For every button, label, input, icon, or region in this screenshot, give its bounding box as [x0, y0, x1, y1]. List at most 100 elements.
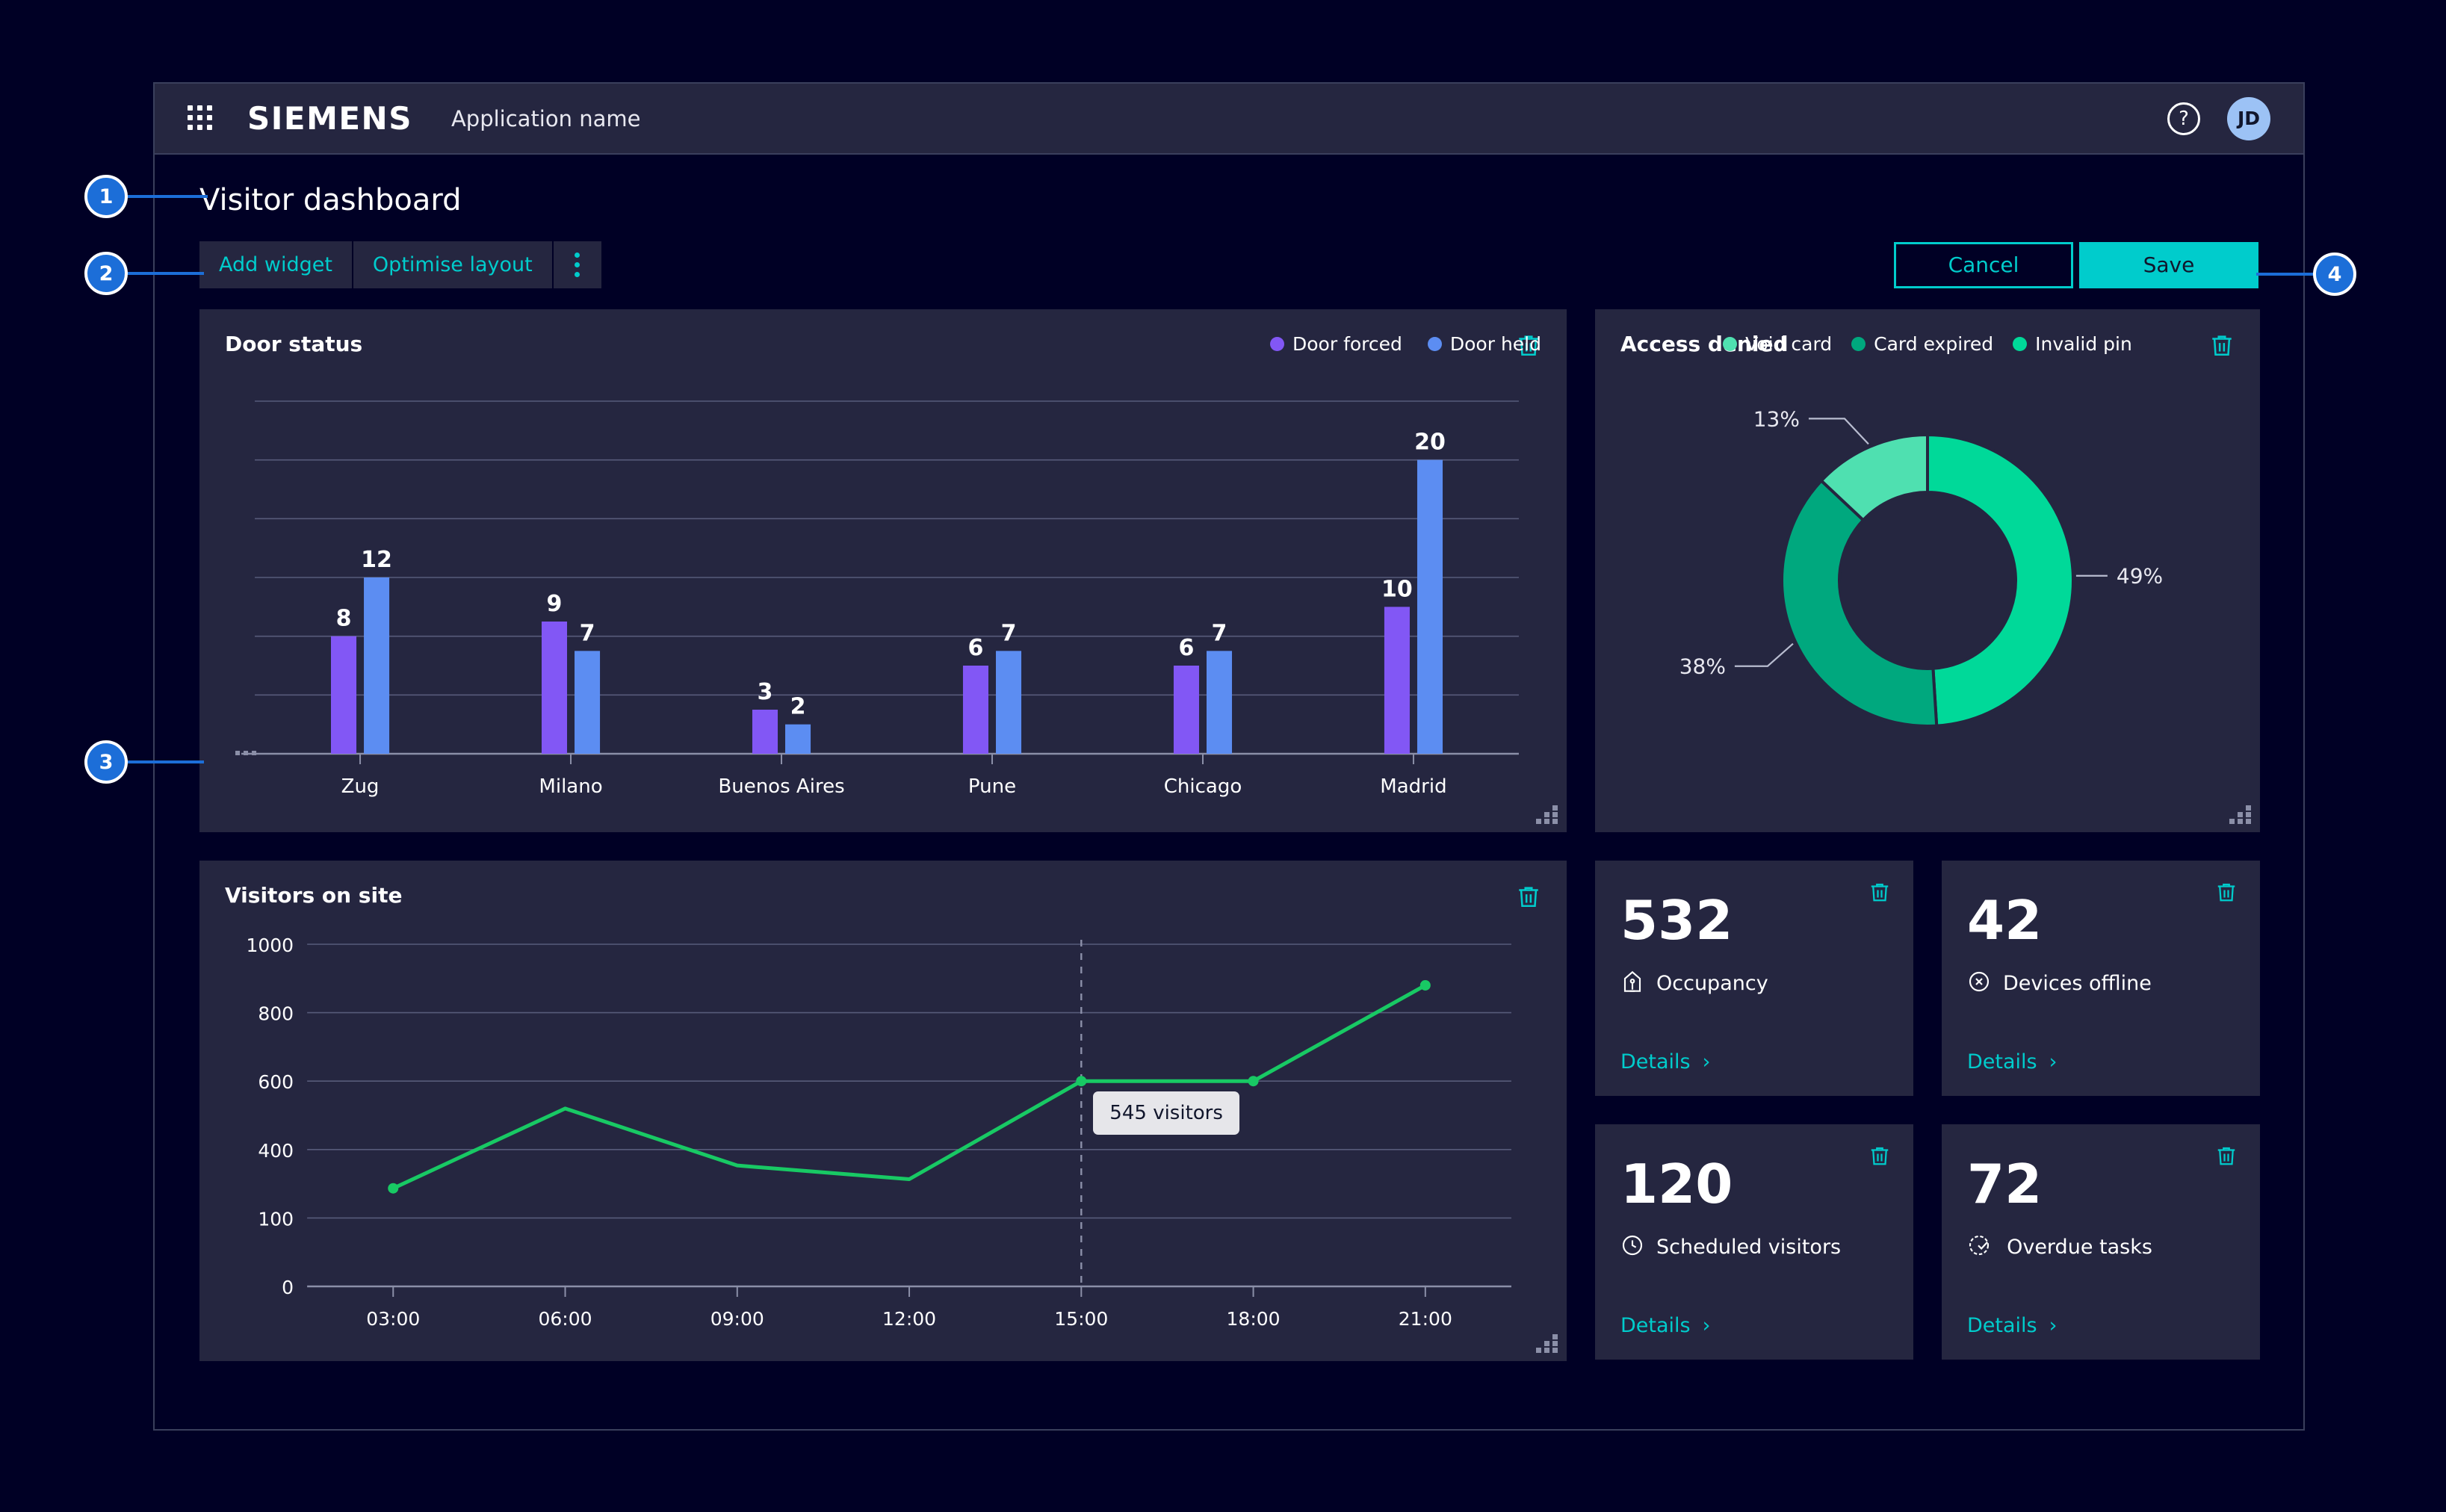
kpi-row-top: 532 Occupancy Details ›: [1595, 861, 2260, 1096]
resize-handle-icon[interactable]: [2229, 805, 2251, 824]
kpi-label-row-scheduled-visitors: Scheduled visitors: [1620, 1233, 1888, 1260]
kpi-scheduled-visitors: 120 Scheduled visitors Details ›: [1595, 1124, 1913, 1360]
right-column: Access denied Void card Card expire: [1595, 309, 2260, 1361]
callout-3: 3: [84, 740, 128, 784]
trash-icon[interactable]: [2209, 332, 2235, 359]
callout-2: 2: [84, 252, 128, 295]
access-denied-title: Access denied: [1620, 332, 1789, 356]
legend-item-card-expired[interactable]: Card expired: [1851, 333, 1993, 355]
resize-handle-icon[interactable]: [1536, 805, 1558, 824]
legend-item-door-held[interactable]: Door held: [1427, 333, 1541, 355]
apps-grid-icon[interactable]: [188, 105, 214, 132]
legend-label-void-card: Void card: [1745, 333, 1833, 355]
kpi-overdue-tasks: 72 Overdue tasks Detail: [1942, 1124, 2260, 1360]
svg-text:10: 10: [1381, 576, 1413, 602]
save-button[interactable]: Save: [2079, 241, 2258, 288]
svg-text:Madrid: Madrid: [1380, 775, 1446, 798]
kpi-devices-offline: 42 Devices offline Details ›: [1942, 861, 2260, 1096]
chevron-right-icon: ›: [2049, 1050, 2058, 1073]
svg-text:6: 6: [1179, 635, 1195, 661]
kebab-dots: [575, 252, 580, 277]
trash-icon[interactable]: [1868, 880, 1894, 907]
cancel-button[interactable]: Cancel: [1894, 241, 2073, 288]
legend-label-invalid-pin: Invalid pin: [2035, 333, 2132, 355]
details-link-devices-offline[interactable]: Details ›: [1967, 1050, 2235, 1073]
kpi-label-occupancy: Occupancy: [1656, 971, 1768, 995]
legend-item-invalid-pin[interactable]: Invalid pin: [2013, 333, 2132, 355]
occupancy-icon: [1620, 970, 1644, 997]
svg-text:3: 3: [758, 679, 773, 705]
more-options-icon[interactable]: [553, 241, 601, 288]
svg-text:7: 7: [580, 620, 595, 646]
details-label: Details: [1967, 1050, 2037, 1073]
svg-text:1000: 1000: [246, 935, 294, 956]
svg-text:400: 400: [258, 1140, 294, 1162]
svg-text:Milano: Milano: [539, 775, 602, 798]
page-title: Visitor dashboard: [199, 183, 462, 217]
kpi-value-scheduled-visitors: 120: [1620, 1153, 1733, 1215]
kpi-label-row-overdue-tasks: Overdue tasks: [1967, 1233, 2235, 1260]
details-link-occupancy[interactable]: Details ›: [1620, 1050, 1888, 1073]
door-status-title: Door status: [225, 332, 363, 356]
left-column: Door status Door forced Door held: [199, 309, 1567, 1361]
clock-icon: [1620, 1233, 1644, 1260]
trash-icon[interactable]: [1516, 883, 1541, 910]
svg-text:2: 2: [790, 694, 806, 720]
svg-text:12:00: 12:00: [882, 1308, 936, 1330]
trash-icon[interactable]: [1516, 332, 1541, 359]
widget-visitors-on-site: Visitors on site 1000 800 600 400 100 0 03:00 0…: [199, 861, 1567, 1361]
kpi-label-scheduled-visitors: Scheduled visitors: [1656, 1235, 1842, 1259]
svg-text:8: 8: [336, 606, 352, 632]
svg-text:100: 100: [258, 1208, 294, 1230]
legend-label-card-expired: Card expired: [1874, 333, 1994, 355]
svg-text:09:00: 09:00: [710, 1308, 764, 1330]
donut-chart-svg: 49% 38% 13%: [1679, 406, 2163, 728]
trash-icon[interactable]: [2215, 1144, 2241, 1171]
device-offline-icon: [1967, 970, 1991, 997]
access-denied-legend: Void card Card expired Invalid pin: [1620, 333, 2235, 355]
svg-text:49%: 49%: [2117, 564, 2163, 589]
toolbar-right-actions: Cancel Save: [1894, 241, 2258, 288]
add-widget-button[interactable]: Add widget: [199, 241, 353, 288]
callout-line-4: [2256, 273, 2323, 276]
access-denied-chart: 49% 38% 13%: [1620, 371, 2235, 812]
chevron-right-icon: ›: [2049, 1314, 2058, 1337]
avatar[interactable]: JD: [2227, 96, 2270, 140]
door-status-legend: Door forced Door held: [225, 333, 1541, 355]
legend-item-void-card[interactable]: Void card: [1723, 333, 1832, 355]
callout-line-3: [126, 760, 204, 763]
svg-text:Zug: Zug: [341, 775, 380, 798]
kpi-row-bottom: 120 Scheduled visitors Details ›: [1595, 1124, 2260, 1360]
kpi-value-occupancy: 532: [1620, 889, 1733, 952]
details-label: Details: [1620, 1314, 1691, 1337]
svg-text:38%: 38%: [1679, 654, 1726, 679]
legend-dot-void-card: [1723, 337, 1738, 351]
svg-text:Pune: Pune: [968, 775, 1016, 798]
legend-label-door-held: Door held: [1449, 333, 1541, 355]
svg-text:12: 12: [361, 547, 392, 573]
svg-text:0: 0: [282, 1277, 294, 1298]
trash-icon[interactable]: [1868, 1144, 1894, 1171]
kpi-occupancy: 532 Occupancy Details ›: [1595, 861, 1913, 1096]
resize-handle-icon[interactable]: [1536, 1334, 1558, 1353]
svg-text:21:00: 21:00: [1399, 1308, 1452, 1330]
callout-line-1: [126, 195, 208, 198]
visitors-header: Visitors on site: [225, 883, 1541, 910]
optimise-layout-button[interactable]: Optimise layout: [353, 241, 554, 288]
svg-text:600: 600: [258, 1071, 294, 1093]
chart-tooltip: 545 visitors: [1093, 1091, 1239, 1135]
legend-item-door-forced[interactable]: Door forced: [1270, 333, 1402, 355]
chevron-right-icon: ›: [1702, 1050, 1711, 1073]
svg-text:20: 20: [1414, 430, 1446, 456]
details-link-overdue-tasks[interactable]: Details ›: [1967, 1314, 2235, 1337]
details-label: Details: [1620, 1050, 1691, 1073]
access-denied-header: Access denied: [1620, 332, 2235, 359]
help-icon[interactable]: ?: [2167, 102, 2200, 135]
toolbar: Add widget Optimise layout Cancel Save: [155, 217, 2303, 288]
callout-line-2: [126, 272, 204, 275]
trash-icon[interactable]: [2215, 880, 2241, 907]
task-check-icon: [1967, 1233, 1995, 1260]
top-bar: SIEMENS Application name ? JD: [155, 84, 2303, 155]
details-link-scheduled-visitors[interactable]: Details ›: [1620, 1314, 1888, 1337]
widget-access-denied: Access denied Void card Card expire: [1595, 309, 2260, 832]
